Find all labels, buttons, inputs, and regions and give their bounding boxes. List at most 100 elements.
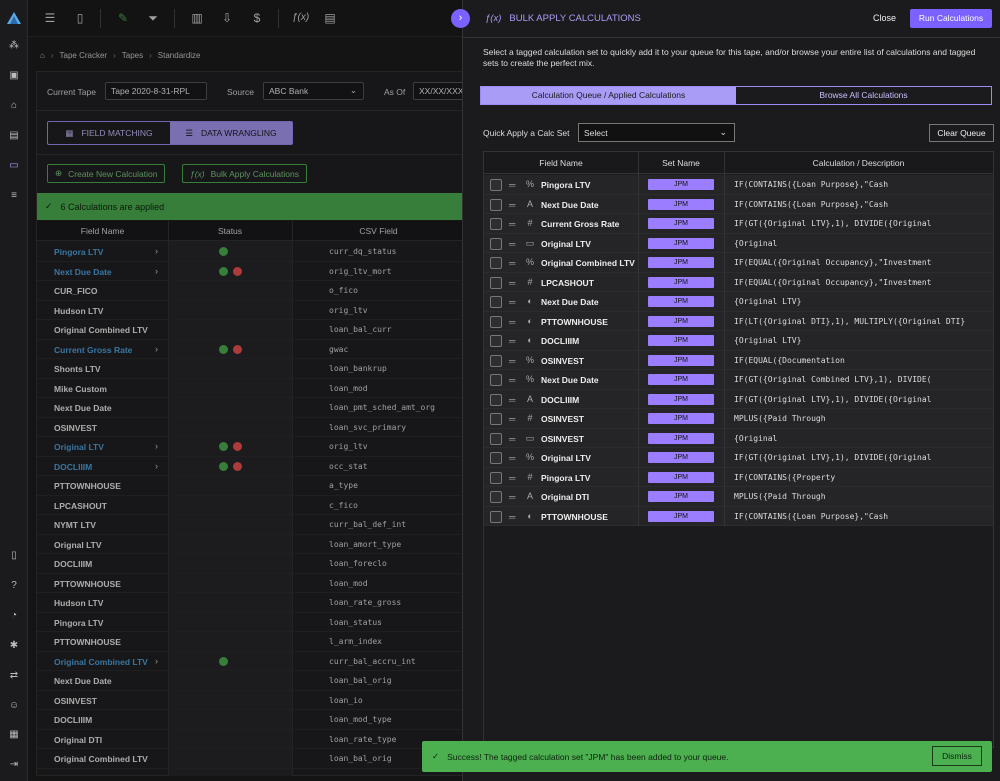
- home-icon[interactable]: ⌂: [40, 50, 45, 60]
- drag-handle-icon[interactable]: ═: [509, 219, 516, 229]
- chevron-right-icon[interactable]: ›: [155, 655, 158, 666]
- queue-row[interactable]: ═% Next Due Date JPM IF(GT({Original Combin…: [484, 370, 993, 390]
- queue-row[interactable]: ═ # OSINVEST JPM MPLUS({Paid Through: [484, 409, 993, 429]
- drag-handle-icon[interactable]: ═: [509, 492, 516, 502]
- list-icon[interactable]: ☰: [44, 11, 56, 25]
- drag-handle-icon[interactable]: ═: [509, 277, 516, 288]
- row-checkbox[interactable]: [490, 354, 502, 367]
- dismiss-button[interactable]: Dismiss: [932, 746, 982, 766]
- queue-row[interactable]: ═ # Pingora LTV JPM IF(CONTAINS({Property: [484, 467, 993, 487]
- queue-row[interactable]: ═% Pingora LTV JPM IF(CONTAINS({Loan Purpos…: [484, 175, 993, 195]
- table-row[interactable]: Pingora LTV › curr_dq_status: [37, 242, 465, 262]
- field-name[interactable]: Current Gross Rate: [54, 344, 133, 355]
- table-row[interactable]: DOCLIIIM › occ_stat: [37, 457, 465, 476]
- file-icon[interactable]: ▯: [76, 11, 84, 25]
- drag-handle-icon[interactable]: ═: [509, 336, 516, 346]
- chart-stack-icon[interactable]: ▤: [9, 130, 19, 141]
- table-row[interactable]: OSINVEST loan_io: [37, 691, 465, 710]
- table-row[interactable]: Original Combined LTV loan_bal_orig: [37, 749, 465, 769]
- chevron-right-icon[interactable]: ›: [155, 265, 158, 276]
- transfer-icon[interactable]: ⇄: [9, 670, 19, 681]
- field-matching-tab[interactable]: ▦ FIELD MATCHING: [48, 122, 170, 144]
- drag-handle-icon[interactable]: ═: [509, 453, 516, 463]
- queue-row[interactable]: ═ ◐ DOCLIIIM JPM {Original LTV}: [484, 331, 993, 351]
- row-checkbox[interactable]: [490, 237, 502, 250]
- quick-apply-select[interactable]: Select ⌄: [578, 123, 735, 142]
- table-row[interactable]: Next Due Date loan_bal_orig: [37, 671, 465, 691]
- bank-icon[interactable]: ⌂: [10, 100, 18, 111]
- queue-row[interactable]: ═% Original LTV JPM IF(GT({Original LTV},1)…: [484, 448, 993, 468]
- table-row[interactable]: OSINVEST loan_svc_primary: [37, 418, 465, 437]
- doc-icon[interactable]: ▯: [11, 550, 17, 561]
- row-checkbox[interactable]: [490, 218, 502, 230]
- network-icon[interactable]: ⁂: [9, 40, 19, 51]
- row-checkbox[interactable]: [490, 491, 502, 503]
- tab-browse-all[interactable]: Browse All Calculations: [819, 90, 908, 100]
- row-checkbox[interactable]: [490, 393, 502, 406]
- drag-handle-icon[interactable]: ═: [509, 297, 516, 307]
- drag-handle-icon[interactable]: ═: [509, 394, 516, 405]
- clear-queue-button[interactable]: Clear Queue: [929, 124, 994, 142]
- close-button[interactable]: Close: [873, 13, 897, 23]
- queue-row[interactable]: ═ ◐ Next Due Date JPM {Original LTV}: [484, 292, 993, 312]
- drag-handle-icon[interactable]: ═: [509, 180, 516, 190]
- table-row[interactable]: Next Due Date › orig_ltv_mort: [37, 262, 465, 281]
- as-of-field[interactable]: XX/XX/XXXX: [413, 82, 465, 100]
- table-icon[interactable]: ▦: [9, 729, 19, 740]
- table-row[interactable]: LPCASHOUT c_fico: [37, 496, 465, 515]
- wrangle-icon[interactable]: ▭: [9, 160, 19, 171]
- drag-handle-icon[interactable]: ═: [509, 472, 516, 483]
- queue-row[interactable]: ═ ◐ PTTOWNHOUSE JPM IF(LT({Original DTI},1),…: [484, 311, 993, 331]
- queue-row[interactable]: ═% OSINVEST JPM IF(EQUAL({Documentation: [484, 350, 993, 370]
- field-name[interactable]: DOCLIIIM: [54, 461, 93, 472]
- pencil-icon[interactable]: ✎: [117, 11, 129, 25]
- row-checkbox[interactable]: [490, 413, 502, 425]
- bar-chart-icon[interactable]: ▥: [191, 11, 203, 25]
- queue-row[interactable]: ═ A DOCLIIIM JPM IF(GT({Original LTV},1), DI…: [484, 389, 993, 409]
- table-row[interactable]: Original DTI loan_rate_type: [37, 730, 465, 749]
- row-checkbox[interactable]: [490, 276, 502, 289]
- user-icon[interactable]: ☺: [8, 700, 20, 711]
- document-icon[interactable]: ▤: [324, 11, 336, 25]
- create-calculation-button[interactable]: ⊕ Create New Calculation: [47, 164, 166, 183]
- tab-calculation-queue[interactable]: Calculation Queue / Applied Calculations: [481, 87, 736, 104]
- drag-handle-icon[interactable]: ═: [509, 433, 516, 444]
- logo-icon[interactable]: [6, 11, 22, 25]
- queue-row[interactable]: ═ # Current Gross Rate JPM IF(GT({Original L…: [484, 214, 993, 234]
- drag-handle-icon[interactable]: ═: [509, 258, 516, 268]
- collapse-drawer-button[interactable]: ›: [451, 9, 470, 28]
- drag-handle-icon[interactable]: ═: [509, 375, 516, 385]
- table-row[interactable]: DOCLIIIM loan_foreclo: [37, 554, 465, 574]
- logout-icon[interactable]: ⇥: [9, 759, 19, 770]
- drag-handle-icon[interactable]: ═: [509, 316, 516, 327]
- chevron-right-icon[interactable]: ›: [155, 246, 158, 256]
- table-row[interactable]: CUR_FICO o_fico: [37, 281, 465, 301]
- function-icon[interactable]: ƒ(x): [292, 12, 310, 23]
- source-select[interactable]: ABC Bank ⌄: [263, 82, 364, 100]
- row-checkbox[interactable]: [490, 471, 502, 484]
- table-row[interactable]: DOCLIIIM loan_mod_type: [37, 710, 465, 730]
- drag-handle-icon[interactable]: ═: [509, 238, 516, 249]
- settings-icon[interactable]: ✱: [9, 640, 19, 651]
- breadcrumb-tape-cracker[interactable]: Tape Cracker: [59, 50, 108, 60]
- queue-row[interactable]: ═ A Original DTI JPM MPLUS({Paid Through: [484, 487, 993, 507]
- row-checkbox[interactable]: [490, 374, 502, 386]
- table-row[interactable]: Original Combined LTV › curr_bal_accru_int: [37, 652, 465, 671]
- table-row[interactable]: Original Combined LTV loan_bal_curr: [37, 320, 465, 340]
- field-name[interactable]: Original Combined LTV: [54, 656, 148, 667]
- drag-handle-icon[interactable]: ═: [509, 414, 516, 424]
- bulk-apply-button[interactable]: ƒ(x) Bulk Apply Calculations: [182, 164, 307, 183]
- row-checkbox[interactable]: [490, 315, 502, 328]
- field-name[interactable]: Pingora LTV: [54, 247, 104, 257]
- queue-row[interactable]: ═% Original Combined LTV JPM IF(EQUAL({Orig…: [484, 253, 993, 273]
- table-row[interactable]: Orignal LTV loan_amort_type: [37, 535, 465, 554]
- table-row[interactable]: PTTOWNHOUSE a_type: [37, 476, 465, 496]
- table-row[interactable]: Original LTV › orig_ltv: [37, 437, 465, 457]
- drag-handle-icon[interactable]: ═: [509, 355, 516, 366]
- table-row[interactable]: PTTOWNHOUSE loan_mod: [37, 574, 465, 593]
- download-file-icon[interactable]: ⇩: [221, 11, 233, 25]
- help-icon[interactable]: ?: [11, 580, 17, 591]
- table-row[interactable]: Hudson LTV loan_rate_gross: [37, 593, 465, 613]
- briefcase-icon[interactable]: ▣: [9, 70, 19, 81]
- row-checkbox[interactable]: [490, 510, 502, 523]
